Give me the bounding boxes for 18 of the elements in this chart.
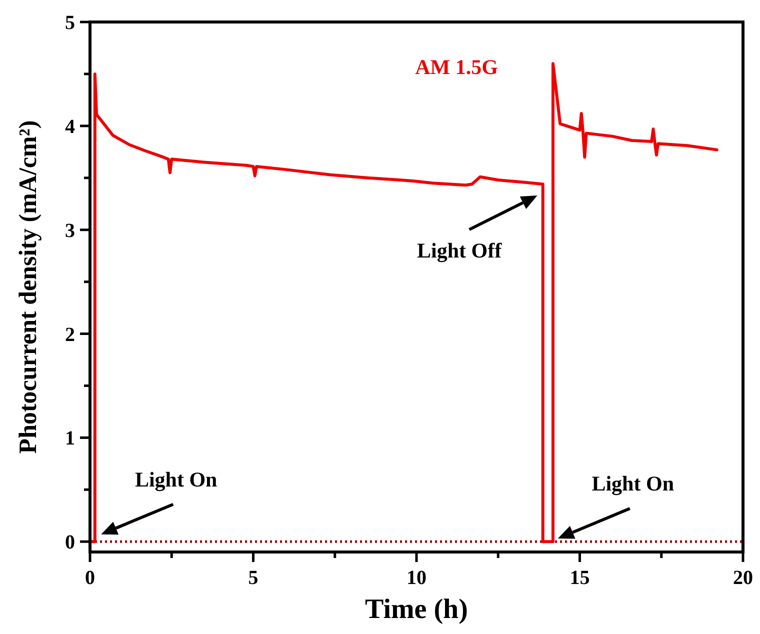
x-tick-label: 15 <box>570 567 590 589</box>
x-tick-label: 20 <box>733 567 753 589</box>
y-axis-title: Photocurrent density (mA/cm²) <box>15 120 42 454</box>
x-axis-title: Time (h) <box>365 594 468 625</box>
y-tick-label: 2 <box>65 324 75 346</box>
x-tick-label: 5 <box>248 567 258 589</box>
line-series <box>88 62 718 544</box>
text: AM 1.5G <box>415 55 498 79</box>
y-tick-label: 3 <box>65 220 75 242</box>
x-tick-label: 0 <box>85 567 95 589</box>
y-tick-label: 5 <box>65 12 75 34</box>
annotation: Light Off <box>417 238 503 263</box>
y-tick-label: 1 <box>65 428 75 450</box>
annotation: Light On <box>134 467 218 492</box>
y-tick-label: 0 <box>65 532 75 554</box>
y-tick-label: 4 <box>65 116 75 138</box>
annotation: Light On <box>592 471 674 496</box>
x-tick-label: 10 <box>406 567 426 589</box>
